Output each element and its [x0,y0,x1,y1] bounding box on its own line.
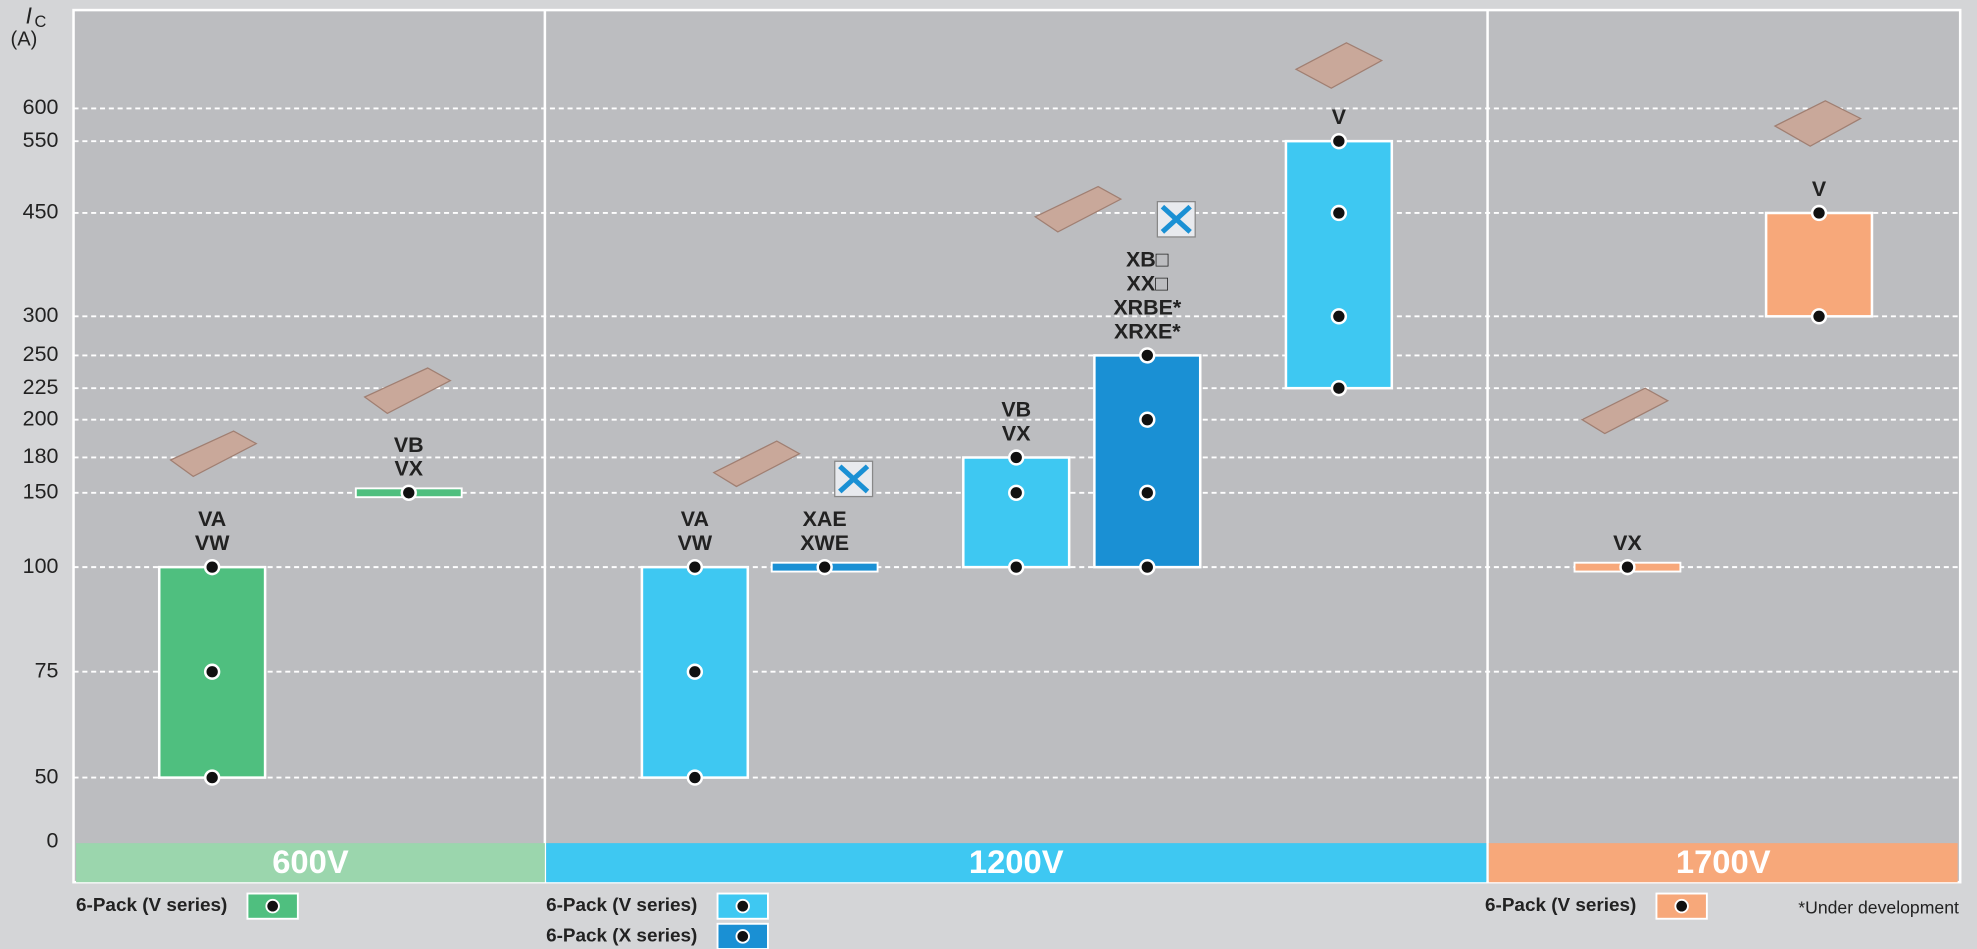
legend-label: 6-Pack (V series) [76,895,227,916]
bar-label: VA [681,507,709,531]
y-tick-label: 450 [23,200,59,224]
legend-dot [265,898,280,914]
data-point [1008,558,1025,576]
y-tick-label: 225 [23,375,59,399]
range-bar [1764,211,1874,318]
y-tick-label: 100 [23,554,59,578]
data-point [1139,558,1156,576]
legend-label: 6-Pack (X series) [546,925,697,946]
voltage-band [1488,843,1958,883]
data-point [1330,308,1348,325]
data-point [203,558,221,576]
data-point [1810,308,1828,325]
footnote: *Under development [1798,897,1959,917]
data-point [686,558,704,576]
voltage-band [546,843,1487,883]
y-unit: (A) [11,29,38,51]
data-point [1139,484,1156,501]
bar-label: XRBE* [1113,295,1181,319]
voltage-label: 600V [272,843,349,880]
data-point [816,558,833,576]
bar-label: XRXE* [1114,319,1181,343]
data-point [400,484,417,501]
data-point [1330,132,1348,150]
data-point [1139,411,1156,428]
data-point [203,769,221,786]
bar-label: V [1332,105,1347,129]
bar-label: XX□ [1127,271,1169,295]
bar-label: VB [394,433,424,457]
range-bar [962,456,1071,569]
bar-label: XAE [803,507,847,531]
voltage-label: 1700V [1676,843,1771,880]
module-images [169,42,1862,488]
bar-label: VW [678,531,713,555]
bar-label: XB□ [1126,248,1169,272]
y-tick-label: 300 [23,303,59,327]
bar-label: VW [195,531,230,555]
data-point [1008,484,1025,501]
bar-label: VA [198,507,226,531]
plot-area [72,8,1962,884]
data-point [686,663,704,680]
y-tick-label: 0 [46,829,58,853]
voltage-label: 1200V [969,843,1064,880]
legend-label: 6-Pack (V series) [546,895,697,916]
legend-dot [1674,898,1689,914]
y-tick-label: 180 [23,444,59,468]
y-tick-label: 200 [23,406,59,430]
legend-dot [735,929,750,944]
y-label: I [26,3,33,29]
data-point [1008,449,1025,466]
bar-label: VB [1001,398,1031,422]
y-tick-label: 600 [23,95,59,119]
data-point [1810,204,1828,222]
bar-label: VX [1002,421,1031,445]
y-tick-label: 150 [23,479,59,503]
y-tick-label: 550 [23,128,59,152]
data-point [1139,347,1156,364]
data-point [686,769,704,786]
data-point [1330,204,1348,222]
data-point [1330,379,1348,397]
bar-label: XWE [800,531,849,555]
x-series-icons [834,201,1196,498]
y-tick-label: 50 [35,764,59,788]
legend-label: 6-Pack (V series) [1485,895,1636,916]
data-point [203,663,221,680]
range-bar [1284,139,1394,390]
voltage-band [76,843,545,883]
y-tick-label: 250 [23,342,59,366]
range-bar [1093,354,1202,569]
y-tick-label: 75 [35,658,59,682]
bar-label: VX [394,457,423,481]
data-point [1619,558,1636,576]
y-label-sub: C [34,13,46,31]
bar-label: V [1812,177,1827,201]
legend-dot [735,898,750,914]
bar-label: VX [1613,531,1642,555]
